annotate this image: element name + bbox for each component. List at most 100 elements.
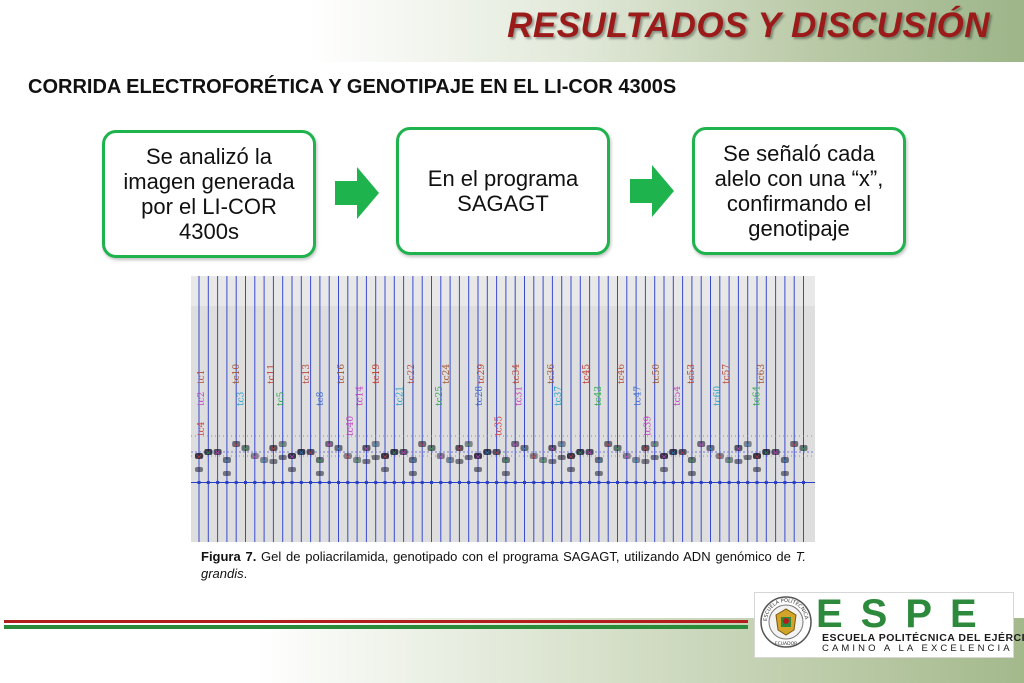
gel-band [557,441,566,447]
lane-label: tc29 [477,364,487,384]
lane-label: tc21 [395,386,405,406]
gel-band [204,449,213,455]
allele-mark: × [196,453,202,461]
gel-band [762,449,771,455]
allele-mark: × [363,445,369,453]
gel-band [241,445,250,451]
gel-band [278,455,287,460]
allele-mark: × [605,441,611,449]
allele-mark: × [326,441,332,449]
allele-mark: × [522,445,528,453]
espe-institution-name: ESCUELA POLITÉCNICA DEL EJÉRCITO [822,632,1024,644]
lane-label: tc3 [237,391,247,406]
gel-band [315,471,324,476]
lane-label: tc53 [687,364,697,384]
lane-label: tc16 [337,364,347,384]
gel-band [250,453,259,459]
gel-band [334,445,343,451]
espe-motto: CAMINO A LA EXCELENCIA [822,643,1013,654]
gel-band [725,457,734,463]
gel-band [213,449,222,455]
step-text-2: En el programa SAGAGT [427,166,579,216]
allele-mark: × [243,445,249,453]
allele-mark: × [540,457,546,465]
allele-mark: × [447,457,453,465]
gel-band [278,441,287,447]
gel-band [195,453,203,459]
step-box-1: Se analizó la imagen generada por el LI-… [102,130,316,258]
gel-band [288,453,296,459]
gel-band [446,457,455,463]
lane-label: tc50 [652,364,662,384]
gel-image: × × ××× ×× ×× ×× × ××× ×× ×× ×× × ××× ×× ×× ×× × ××× ×× ×× ×… [191,276,815,542]
gel-band [343,453,352,459]
seal-country: ECUADOR [775,641,798,647]
allele-mark: × [652,441,658,449]
allele-mark: × [708,445,714,453]
caption-text: Gel de poliacrilamida, genotipado con el… [256,549,796,564]
gel-band [734,459,743,464]
lane-label: tc64 [753,386,763,406]
gel-band [567,453,575,459]
gel-band [427,445,436,451]
gel-band [464,441,473,447]
gel-band [269,459,278,464]
lane-label: tc37 [554,386,564,406]
allele-mark: × [308,449,314,457]
gel-band [492,449,501,455]
gel-band [474,453,482,459]
gel-band [632,457,641,463]
gel-band [362,445,371,451]
allele-mark: × [531,453,537,461]
gel-band [399,449,408,455]
allele-mark: × [317,457,323,465]
lane-label: tc22 [407,364,417,384]
university-seal-icon: ESCUELA POLITÉCNICA DEL EJÉRCITO ECUADOR [759,595,812,648]
allele-mark: × [391,449,397,457]
gel-band [641,459,650,464]
gel-band [585,449,594,455]
section-subtitle: CORRIDA ELECTROFORÉTICA Y GENOTIPAJE EN … [28,76,677,98]
lane-label: tc2 [197,392,207,406]
gel-band [669,449,678,455]
allele-mark: × [512,441,518,449]
gel-band [232,441,241,447]
lane-label: tc63 [757,364,767,384]
lane-label: tc10 [232,364,242,384]
caption-label: Figura 7. [201,549,257,564]
gel-band [715,453,724,459]
lane-label: tc1 [197,370,207,384]
gel-band [650,441,659,447]
gel-band [408,471,417,476]
allele-mark: × [354,457,360,465]
lane-label: tc11 [267,364,277,384]
allele-mark: × [624,453,630,461]
gel-band [529,453,538,459]
allele-mark: × [689,457,695,465]
lane-label: tc5 [276,391,286,406]
allele-mark: × [252,453,258,461]
gel-band [660,453,668,459]
lane-label: tc39 [643,416,653,436]
gel-band [260,457,269,463]
allele-mark: × [336,445,342,453]
gel-band [315,457,324,463]
allele-mark: × [270,445,276,453]
gel-band [613,445,622,451]
footer-stripe-green [4,625,748,629]
gel-band [743,455,752,460]
allele-mark: × [661,453,667,461]
lane-label: tc28 [475,386,485,406]
lane-label: tc54 [673,386,683,406]
allele-mark: × [401,449,407,457]
gel-band [753,467,761,472]
gel-band [594,457,603,463]
gel-band [195,467,203,472]
gel-band [501,471,510,476]
gel-band [520,445,529,451]
allele-mark: × [670,449,676,457]
allele-mark: × [763,449,769,457]
allele-mark: × [419,441,425,449]
step-text-3: Se señaló cada alelo con una “x”, confir… [714,141,884,241]
allele-mark: × [726,457,732,465]
